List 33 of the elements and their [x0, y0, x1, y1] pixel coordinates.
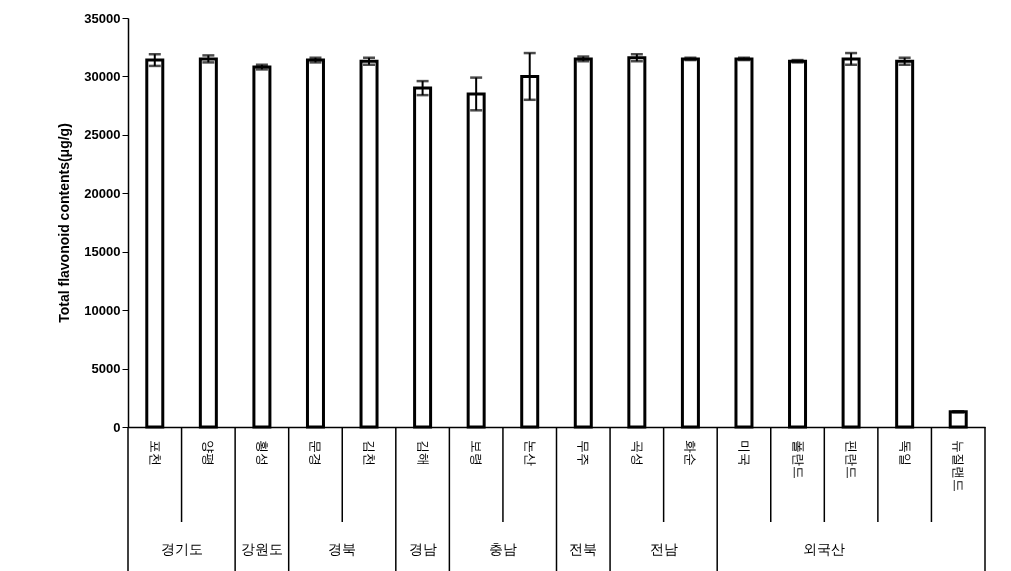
text: 경남 — [408, 541, 437, 557]
y-tick-label: 35000 — [84, 10, 121, 26]
x-tick-label: 김천 — [362, 439, 378, 466]
x-tick-label: 독일 — [897, 439, 913, 466]
x-tick-label: 횡성 — [254, 439, 270, 466]
text: 외국산 — [803, 541, 846, 557]
x-tick-label: 논산 — [522, 439, 538, 466]
y-tick-label: 5000 — [91, 361, 121, 377]
text: 경기도 — [160, 541, 203, 557]
x-tick-label: 화순 — [683, 439, 699, 466]
y-tick-label: 15000 — [84, 244, 121, 260]
y-tick-label: 0 — [113, 419, 121, 435]
x-tick-label: 보령 — [469, 439, 485, 466]
y-tick-label: 30000 — [84, 68, 121, 84]
text: 경북 — [328, 541, 357, 557]
y-tick-label: 25000 — [84, 127, 121, 143]
x-tick-label: 뉴질랜드 — [951, 439, 967, 492]
x-tick-label: 양평 — [201, 439, 217, 466]
x-tick-label: 문경 — [308, 439, 324, 466]
x-tick-label: 곡성 — [629, 439, 645, 466]
text: 전북 — [569, 541, 598, 557]
x-tick-label: 무주 — [576, 439, 592, 466]
x-tick-label: 김해 — [415, 439, 431, 466]
x-tick-label: 미국 — [736, 439, 752, 466]
text: 충남 — [488, 541, 517, 557]
y-axis-title: Total flavonoid contents(μg/g) — [56, 123, 73, 323]
y-tick-label: 10000 — [84, 302, 121, 318]
x-tick-label: 폴란드 — [790, 439, 806, 479]
y-tick-label: 20000 — [84, 185, 121, 201]
x-tick-label: 핀란드 — [844, 439, 860, 479]
x-tick-label: 포천 — [147, 439, 163, 466]
text: 전남 — [649, 541, 678, 557]
text: 강원도 — [240, 541, 283, 557]
